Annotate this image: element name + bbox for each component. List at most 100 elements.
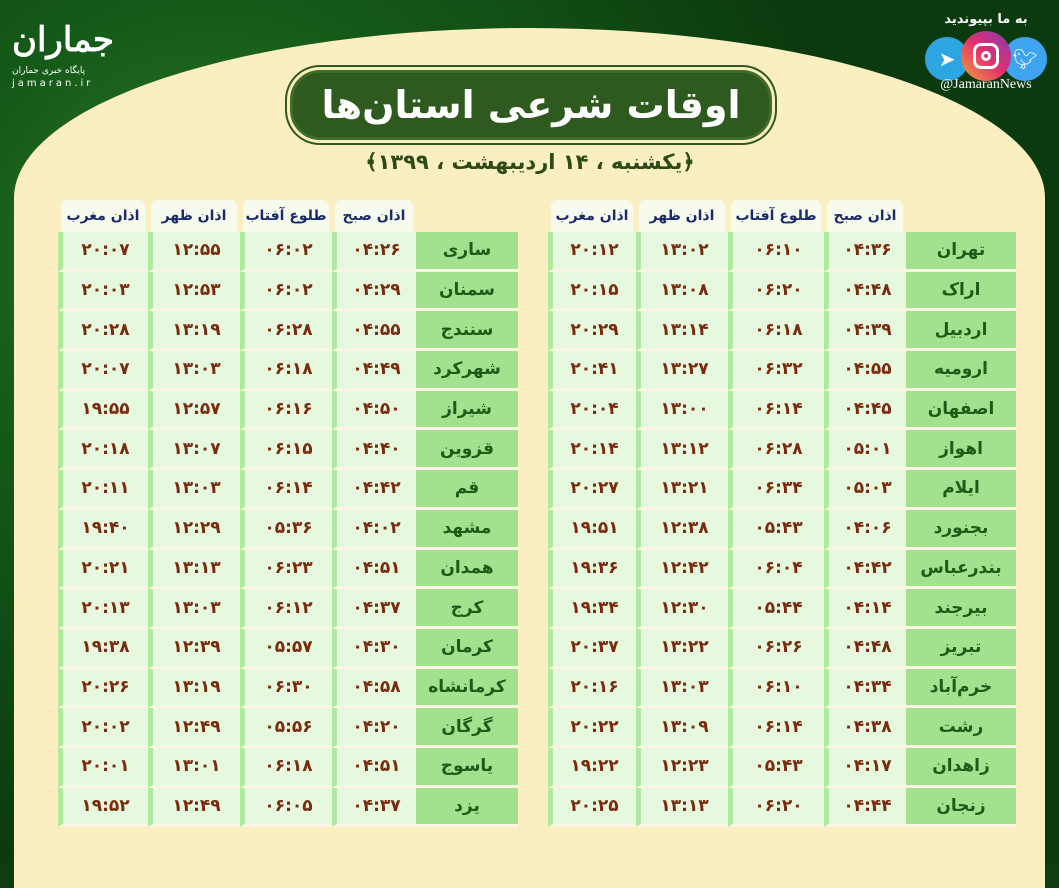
title-banner: اوقات شرعی استان‌ها	[290, 70, 772, 140]
time-fajr: ۰۴:۵۸	[332, 668, 416, 709]
time-dhuhr: ۱۳:۱۳	[148, 549, 240, 590]
time-maghrib: ۱۹:۵۱	[548, 509, 636, 550]
time-maghrib: ۲۰:۲۵	[548, 787, 636, 828]
time-dhuhr: ۱۳:۲۷	[636, 351, 728, 391]
time-dhuhr: ۱۲:۳۰	[636, 589, 728, 629]
time-maghrib: ۲۰:۱۶	[548, 668, 636, 709]
time-dhuhr: ۱۳:۰۱	[148, 747, 240, 788]
time-dhuhr: ۱۳:۱۲	[636, 430, 728, 471]
city-name: قم	[416, 470, 518, 510]
social-handle: @JamaranNews	[940, 77, 1032, 92]
time-sunrise: ۰۶:۳۴	[728, 470, 824, 510]
time-sunrise: ۰۶:۰۴	[728, 549, 824, 590]
time-dhuhr: ۱۲:۲۳	[636, 747, 728, 788]
time-sunrise: ۰۵:۵۷	[240, 628, 332, 669]
date-subtitle: ﴿یکشنبه ، ۱۴ اردیبهشت ، ۱۳۹۹﴾	[365, 150, 695, 174]
time-dhuhr: ۱۳:۰۳	[148, 470, 240, 510]
time-sunrise: ۰۶:۲۰	[728, 787, 824, 828]
time-fajr: ۰۴:۱۴	[824, 589, 906, 629]
city-name: قزوین	[416, 430, 518, 471]
time-dhuhr: ۱۳:۰۸	[636, 271, 728, 312]
column-header: اذان ظهر	[151, 200, 237, 232]
time-dhuhr: ۱۳:۲۲	[636, 628, 728, 669]
time-sunrise: ۰۶:۱۴	[728, 708, 824, 748]
time-maghrib: ۱۹:۳۸	[58, 628, 148, 669]
time-fajr: ۰۴:۰۲	[332, 509, 416, 550]
city-name: سمنان	[416, 271, 518, 312]
time-maghrib: ۱۹:۵۲	[58, 787, 148, 828]
time-sunrise: ۰۶:۱۰	[728, 232, 824, 272]
time-sunrise: ۰۵:۴۳	[728, 747, 824, 788]
time-sunrise: ۰۶:۱۴	[240, 470, 332, 510]
city-name: گرگان	[416, 708, 518, 748]
twitter-icon: 🐦︎	[1003, 37, 1047, 81]
time-maghrib: ۲۰:۱۱	[58, 470, 148, 510]
time-sunrise: ۰۶:۲۶	[728, 628, 824, 669]
time-fajr: ۰۴:۴۹	[332, 351, 416, 391]
prayer-times-table-right: اذان صبح طلوع آفتاب اذان ظهر اذان مغرب تهران…	[538, 200, 1016, 828]
city-name: اهواز	[906, 430, 1016, 471]
time-maghrib: ۱۹:۵۵	[58, 390, 148, 431]
time-sunrise: ۰۶:۲۸	[240, 311, 332, 352]
column-header: اذان صبح	[335, 200, 413, 232]
city-name: اردبیل	[906, 311, 1016, 352]
time-sunrise: ۰۶:۱۲	[240, 589, 332, 629]
time-sunrise: ۰۶:۰۵	[240, 787, 332, 828]
city-name: شهرکرد	[416, 351, 518, 391]
time-maghrib: ۲۰:۲۸	[58, 311, 148, 352]
time-fajr: ۰۴:۴۸	[824, 628, 906, 669]
time-sunrise: ۰۶:۱۶	[240, 390, 332, 431]
time-fajr: ۰۴:۵۵	[824, 351, 906, 391]
time-sunrise: ۰۶:۳۰	[240, 668, 332, 709]
time-maghrib: ۲۰:۲۲	[548, 708, 636, 748]
city-name: کرمانشاه	[416, 668, 518, 709]
time-fajr: ۰۴:۳۷	[332, 589, 416, 629]
time-sunrise: ۰۶:۱۴	[728, 390, 824, 431]
logo-mark: جماران	[12, 20, 114, 60]
time-maghrib: ۲۰:۳۷	[548, 628, 636, 669]
time-dhuhr: ۱۳:۱۹	[148, 311, 240, 352]
time-fajr: ۰۴:۵۱	[332, 549, 416, 590]
time-fajr: ۰۴:۳۶	[824, 232, 906, 272]
city-name: اصفهان	[906, 390, 1016, 431]
column-header: اذان مغرب	[551, 200, 633, 232]
time-maghrib: ۲۰:۴۱	[548, 351, 636, 391]
time-sunrise: ۰۶:۲۰	[728, 271, 824, 312]
city-name: تهران	[906, 232, 1016, 272]
time-dhuhr: ۱۳:۰۲	[636, 232, 728, 272]
city-name: زنجان	[906, 787, 1016, 828]
time-maghrib: ۱۹:۳۶	[548, 549, 636, 590]
time-fajr: ۰۵:۰۱	[824, 430, 906, 471]
time-maghrib: ۲۰:۰۴	[548, 390, 636, 431]
city-name: همدان	[416, 549, 518, 590]
city-name: سنندج	[416, 311, 518, 352]
time-maghrib: ۲۰:۰۱	[58, 747, 148, 788]
time-fajr: ۰۴:۳۸	[824, 708, 906, 748]
time-sunrise: ۰۵:۴۳	[728, 509, 824, 550]
city-name: شیراز	[416, 390, 518, 431]
column-header: اذان مغرب	[61, 200, 145, 232]
time-sunrise: ۰۶:۱۸	[240, 747, 332, 788]
column-header: اذان صبح	[827, 200, 903, 232]
time-sunrise: ۰۵:۳۶	[240, 509, 332, 550]
time-maghrib: ۲۰:۱۸	[58, 430, 148, 471]
city-name: مشهد	[416, 509, 518, 550]
city-name: رشت	[906, 708, 1016, 748]
time-sunrise: ۰۶:۲۸	[728, 430, 824, 471]
time-maghrib: ۲۰:۲۹	[548, 311, 636, 352]
time-dhuhr: ۱۳:۱۹	[148, 668, 240, 709]
time-fajr: ۰۴:۴۲	[332, 470, 416, 510]
time-fajr: ۰۴:۴۸	[824, 271, 906, 312]
time-sunrise: ۰۶:۰۲	[240, 271, 332, 312]
city-name: بیرجند	[906, 589, 1016, 629]
time-sunrise: ۰۶:۲۳	[240, 549, 332, 590]
time-dhuhr: ۱۲:۴۹	[148, 708, 240, 748]
time-sunrise: ۰۶:۱۸	[240, 351, 332, 391]
time-dhuhr: ۱۲:۳۹	[148, 628, 240, 669]
city-name: کرمان	[416, 628, 518, 669]
time-dhuhr: ۱۳:۱۳	[636, 787, 728, 828]
time-fajr: ۰۴:۴۰	[332, 430, 416, 471]
time-fajr: ۰۴:۵۰	[332, 390, 416, 431]
time-fajr: ۰۴:۲۶	[332, 232, 416, 272]
city-name: یاسوج	[416, 747, 518, 788]
